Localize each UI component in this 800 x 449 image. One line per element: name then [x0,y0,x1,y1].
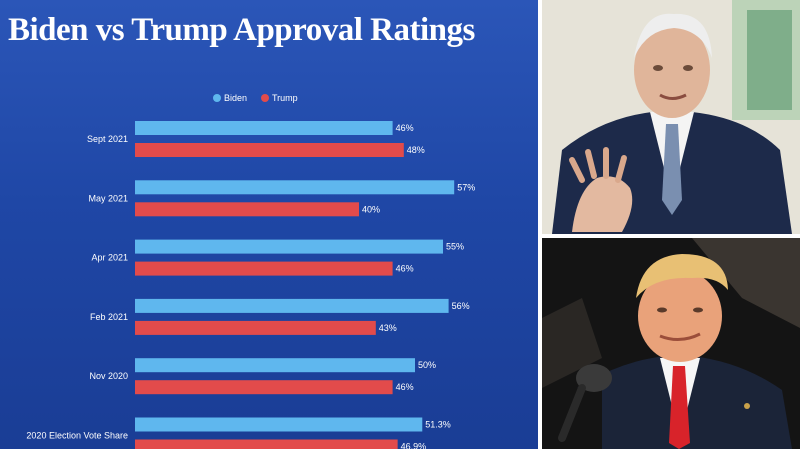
category-label: Sept 2021 [87,134,128,144]
bar-trump [135,320,376,335]
bar-biden [135,121,393,135]
chart-panel: Biden vs Trump Approval Ratings Biden Tru… [0,0,538,449]
category-label: Feb 2021 [90,312,128,322]
bar-trump [135,439,398,449]
bar-trump [135,261,393,276]
bar-chart: Biden Trump Sept 2021 46% 48% May 2021 57% 40% A… [26,93,475,449]
value-label-trump: 46% [396,264,414,274]
trump-photo [542,238,800,449]
bar-biden [135,358,415,373]
value-label-biden: 51.3% [425,420,451,430]
category-label: Apr 2021 [91,253,128,263]
value-label-trump: 43% [379,323,397,333]
value-label-biden: 50% [418,360,436,370]
bar-trump [135,143,404,157]
value-label-biden: 56% [452,301,470,311]
chart-legend: Biden Trump [213,93,298,103]
biden-photo-illustration [542,0,800,234]
value-label-biden: 55% [446,242,464,252]
bar-biden [135,239,443,254]
legend-label-trump: Trump [272,93,298,103]
value-label-biden: 57% [457,182,475,192]
value-label-trump: 46% [396,382,414,392]
category-label: May 2021 [88,193,128,203]
vertical-divider [538,0,542,449]
horizontal-divider [542,234,800,238]
value-label-trump: 48% [407,145,425,155]
bar-biden [135,180,455,195]
bar-biden [135,298,449,313]
trump-photo-illustration [542,238,800,449]
bar-trump [135,380,393,395]
category-label: 2020 Election Vote Share [26,431,128,441]
bar-biden [135,417,423,432]
legend-swatch-biden [213,94,221,102]
biden-photo [542,0,800,234]
legend-swatch-trump [261,94,269,102]
chart-title: Biden vs Trump Approval Ratings [8,12,475,48]
value-label-trump: 46.9% [401,442,427,449]
legend-label-biden: Biden [224,93,247,103]
value-label-biden: 46% [396,123,414,133]
value-label-trump: 40% [362,204,380,214]
bar-trump [135,202,359,217]
category-label: Nov 2020 [89,371,128,381]
